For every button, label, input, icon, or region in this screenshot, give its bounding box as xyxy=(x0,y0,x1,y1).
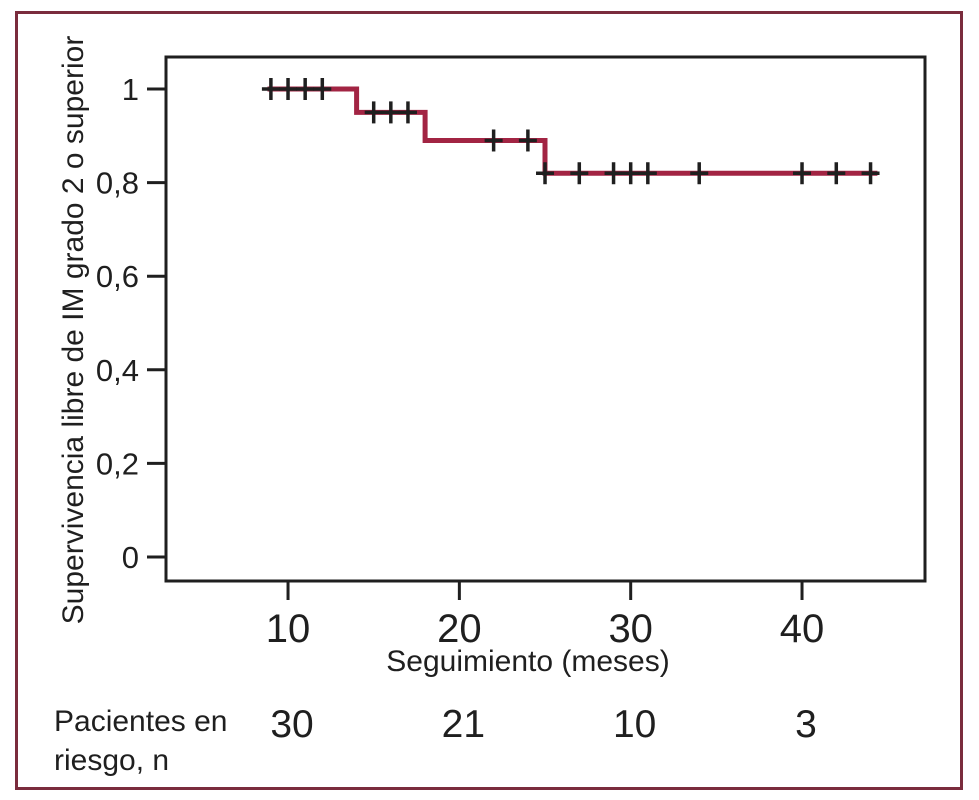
patients-at-risk-label: Pacientes en riesgo, n xyxy=(54,702,227,780)
y-tick-label: 0,2 xyxy=(96,446,139,481)
patients-at-risk-count: 10 xyxy=(613,703,656,746)
x-axis-title: Seguimiento (meses) xyxy=(386,645,670,678)
x-tick-label: 10 xyxy=(266,607,311,651)
survival-curve xyxy=(267,86,878,176)
figure-border xyxy=(15,11,963,790)
plot-border xyxy=(164,55,927,583)
x-tick-label: 30 xyxy=(608,607,653,651)
y-tick-label: 1 xyxy=(122,72,139,107)
x-tick-label: 20 xyxy=(437,607,482,651)
y-tick-label: 0,4 xyxy=(96,353,139,388)
patients-at-risk-label-line2: riesgo, n xyxy=(54,744,170,777)
x-tick-label: 40 xyxy=(780,607,825,651)
patients-at-risk-label-line1: Pacientes en xyxy=(54,705,228,738)
y-axis-title: Supervivencia libre de IM grado 2 o supe… xyxy=(57,35,90,625)
y-tick-label: 0,8 xyxy=(96,166,139,201)
patients-at-risk-count: 3 xyxy=(795,703,817,746)
y-tick-label: 0 xyxy=(122,540,139,575)
y-tick-label: 0,6 xyxy=(96,259,139,294)
patients-at-risk-count: 21 xyxy=(442,703,485,746)
patients-at-risk-count: 30 xyxy=(270,703,313,746)
